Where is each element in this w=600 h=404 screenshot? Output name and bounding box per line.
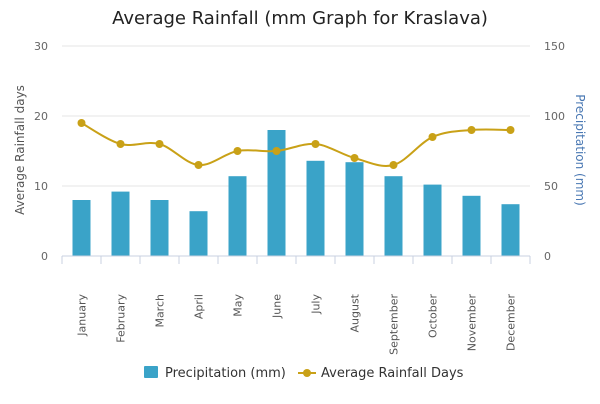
rainfall-days-point[interactable]	[116, 140, 125, 148]
right-tick-label: 100	[544, 110, 565, 123]
x-tick-label: November	[466, 294, 479, 352]
legend-marker-rainfall-days	[303, 369, 311, 377]
precipitation-bar[interactable]	[306, 160, 325, 256]
x-axis-ticks	[61, 256, 531, 264]
precipitation-bars	[72, 130, 520, 256]
precipitation-bar[interactable]	[384, 176, 403, 256]
left-axis-ticks: 0 10 20 30	[34, 40, 48, 263]
rainfall-days-point[interactable]	[506, 126, 515, 134]
legend-label-rainfall-days: Average Rainfall Days	[321, 366, 464, 381]
chart-title: Average Rainfall (mm Graph for Kraslava)	[112, 8, 488, 29]
x-tick-label: May	[232, 294, 245, 317]
rainfall-days-point[interactable]	[233, 147, 242, 155]
rainfall-days-point[interactable]	[272, 147, 281, 155]
rainfall-days-point[interactable]	[155, 140, 164, 148]
precipitation-bar[interactable]	[189, 211, 208, 256]
left-tick-label: 20	[34, 110, 48, 123]
x-tick-label: March	[154, 294, 167, 328]
legend-swatch-precipitation	[144, 366, 158, 378]
precipitation-bar[interactable]	[150, 200, 169, 256]
left-axis-title: Average Rainfall days	[13, 85, 27, 215]
x-tick-label: January	[76, 294, 89, 337]
legend: Precipitation (mm) Average Rainfall Days	[144, 366, 464, 381]
right-axis-ticks: 0 50 100 150	[544, 40, 565, 263]
rainfall-days-line	[77, 119, 515, 169]
legend-label-precipitation: Precipitation (mm)	[165, 366, 286, 381]
x-tick-label: July	[310, 294, 323, 315]
x-axis-labels: January February March April May June July Augu…	[76, 293, 518, 354]
x-tick-label: June	[271, 294, 284, 319]
precipitation-bar[interactable]	[267, 130, 286, 256]
x-tick-label: September	[388, 294, 401, 355]
left-tick-label: 30	[34, 40, 48, 53]
precipitation-bar[interactable]	[72, 200, 91, 256]
precipitation-bar[interactable]	[111, 191, 130, 256]
rainfall-days-line-path	[81, 122, 511, 167]
x-tick-label: April	[193, 294, 206, 319]
precipitation-bar[interactable]	[423, 184, 442, 256]
precipitation-bar[interactable]	[228, 176, 247, 256]
x-tick-label: October	[427, 294, 440, 338]
rainfall-days-point[interactable]	[311, 140, 320, 148]
right-tick-label: 50	[544, 180, 558, 193]
right-tick-label: 0	[544, 250, 551, 263]
precipitation-bar[interactable]	[462, 195, 481, 256]
rainfall-days-point[interactable]	[467, 126, 476, 134]
x-tick-label: February	[115, 294, 128, 343]
precipitation-bar[interactable]	[501, 204, 520, 256]
legend-item-rainfall-days[interactable]: Average Rainfall Days	[298, 366, 464, 381]
left-tick-label: 10	[34, 180, 48, 193]
rainfall-days-point[interactable]	[428, 133, 437, 141]
x-tick-label: December	[505, 294, 518, 352]
precipitation-bar[interactable]	[345, 162, 364, 256]
legend-item-precipitation[interactable]: Precipitation (mm)	[144, 366, 286, 381]
rainfall-days-point[interactable]	[194, 161, 203, 169]
left-tick-label: 0	[41, 250, 48, 263]
gridlines	[62, 45, 530, 187]
rainfall-days-point[interactable]	[389, 161, 398, 169]
x-tick-label: August	[349, 293, 362, 332]
rainfall-days-point[interactable]	[350, 154, 359, 162]
right-tick-label: 150	[544, 40, 565, 53]
right-axis-title: Precipitation (mm)	[573, 94, 587, 206]
rainfall-days-point[interactable]	[77, 119, 86, 127]
